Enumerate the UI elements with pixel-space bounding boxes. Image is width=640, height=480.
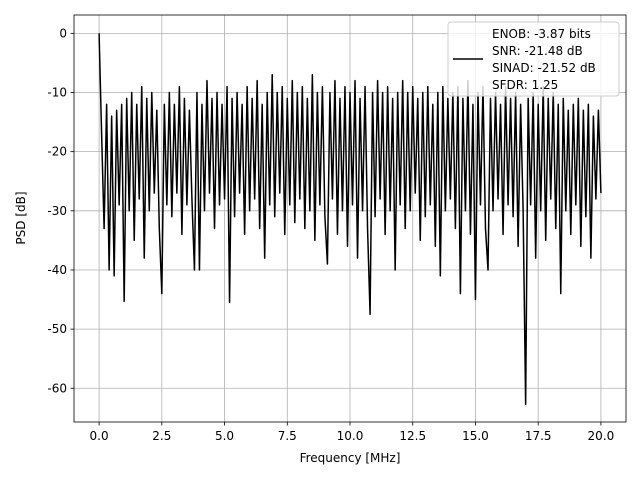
- y-tick-label: -20: [47, 145, 67, 159]
- x-tick-label: 5.0: [215, 429, 234, 443]
- x-tick-label: 2.5: [152, 429, 171, 443]
- y-tick-label: -60: [47, 381, 67, 395]
- x-tick-label: 17.5: [525, 429, 552, 443]
- x-tick-label: 7.5: [278, 429, 297, 443]
- y-axis-label: PSD [dB]: [14, 191, 28, 244]
- legend-line: ENOB: -3.87 bits: [492, 27, 591, 41]
- y-tick-label: -40: [47, 263, 67, 277]
- legend-label: ENOB: -3.87 bits SNR: -21.48 dB SINAD: -21…: [492, 27, 596, 92]
- plot-frame: [73, 14, 627, 423]
- x-tick-label: 20.0: [588, 429, 615, 443]
- legend-line: SFDR: 1.25: [492, 78, 558, 92]
- x-tick-label: 12.5: [399, 429, 426, 443]
- x-tick-label: 15.0: [462, 429, 489, 443]
- legend-box: [447, 21, 620, 97]
- x-axis-label: Frequency [MHz]: [300, 451, 401, 465]
- y-tick-label: -30: [47, 204, 67, 218]
- legend-line: SINAD: -21.52 dB: [492, 61, 596, 75]
- data-line: [98, 33, 602, 405]
- x-tick-label: 10.0: [337, 429, 364, 443]
- legend-line: SNR: -21.48 dB: [492, 44, 583, 58]
- y-tick-label: -10: [47, 85, 67, 99]
- x-tick-label: 0.0: [90, 429, 109, 443]
- y-tick-label: 0: [59, 26, 67, 40]
- y-tick-label: -50: [47, 322, 67, 336]
